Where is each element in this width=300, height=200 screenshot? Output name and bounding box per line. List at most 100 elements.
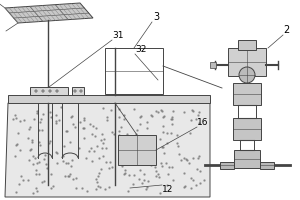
Point <box>160 145 165 149</box>
Point <box>174 134 179 137</box>
Text: 12: 12 <box>162 185 173 194</box>
Point <box>33 169 38 172</box>
Point <box>34 186 38 189</box>
Point <box>11 117 16 120</box>
Circle shape <box>239 67 255 83</box>
Point <box>138 150 143 153</box>
Point <box>137 177 142 181</box>
Point <box>122 173 127 176</box>
Point <box>101 138 106 141</box>
Point <box>55 162 59 165</box>
Point <box>168 118 173 121</box>
Point <box>144 127 149 130</box>
Bar <box>8 95 210 103</box>
Point <box>18 149 23 152</box>
Point <box>116 134 121 137</box>
Point <box>106 186 111 189</box>
Point <box>165 183 170 186</box>
Point <box>99 168 103 171</box>
Point <box>186 161 191 165</box>
Point <box>47 110 52 113</box>
Point <box>17 183 22 186</box>
Text: 3: 3 <box>153 12 159 22</box>
Point <box>59 106 64 109</box>
Point <box>149 114 154 117</box>
Point <box>74 176 78 180</box>
Point <box>188 176 193 180</box>
Point <box>47 139 52 142</box>
Point <box>27 158 32 161</box>
Point <box>100 141 105 144</box>
Bar <box>233 83 261 105</box>
Point <box>51 184 56 187</box>
Point <box>94 180 99 183</box>
Point <box>120 164 125 168</box>
Point <box>170 166 175 169</box>
Point <box>145 185 150 188</box>
Point <box>161 130 166 133</box>
Point <box>164 161 168 164</box>
Point <box>48 172 53 176</box>
Point <box>94 177 99 180</box>
Point <box>26 137 31 140</box>
Point <box>55 151 60 155</box>
Point <box>184 157 189 160</box>
Point <box>158 191 163 195</box>
Point <box>46 141 51 144</box>
Point <box>42 179 46 183</box>
Point <box>195 167 200 170</box>
Point <box>30 163 35 166</box>
Point <box>118 138 122 141</box>
Point <box>175 144 180 148</box>
Point <box>122 171 127 174</box>
Point <box>182 156 187 159</box>
Point <box>53 120 58 123</box>
Point <box>161 125 166 128</box>
Bar <box>30 87 68 95</box>
Point <box>170 118 175 121</box>
Point <box>35 161 40 164</box>
Point <box>98 185 102 189</box>
Point <box>100 146 105 149</box>
Circle shape <box>42 90 44 92</box>
Point <box>70 114 75 117</box>
Point <box>81 127 86 130</box>
Point <box>137 116 142 119</box>
Point <box>14 190 19 193</box>
Point <box>14 143 19 147</box>
Point <box>190 156 195 159</box>
Point <box>103 160 108 163</box>
Point <box>138 169 142 172</box>
Point <box>103 187 107 190</box>
Point <box>135 129 140 132</box>
Point <box>196 156 201 159</box>
Point <box>197 181 202 185</box>
Point <box>61 154 66 157</box>
Point <box>157 137 162 140</box>
Point <box>70 177 75 181</box>
Point <box>38 120 42 123</box>
Point <box>141 172 146 176</box>
Point <box>124 138 128 141</box>
Point <box>43 153 47 156</box>
Point <box>98 139 103 142</box>
Text: 16: 16 <box>197 118 208 127</box>
Point <box>150 115 155 118</box>
Point <box>159 161 164 165</box>
Point <box>112 133 117 136</box>
Point <box>44 162 49 165</box>
Point <box>78 120 83 124</box>
Point <box>73 126 77 129</box>
Point <box>31 154 35 157</box>
Point <box>169 131 174 135</box>
Point <box>146 179 151 182</box>
Point <box>35 110 40 113</box>
Bar <box>234 150 260 168</box>
Point <box>139 146 143 150</box>
Point <box>188 132 193 135</box>
Point <box>170 178 175 181</box>
Point <box>100 133 104 136</box>
Point <box>117 130 122 133</box>
Point <box>94 187 99 190</box>
Point <box>116 115 121 118</box>
